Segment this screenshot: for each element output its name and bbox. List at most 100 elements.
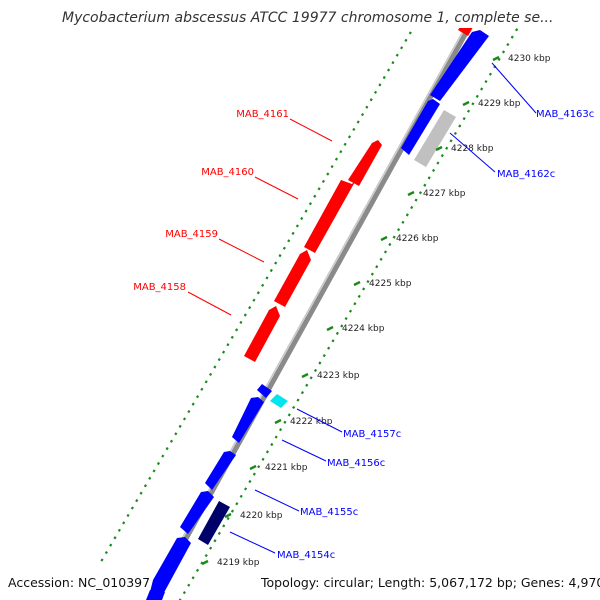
gene-label-mab-4158[interactable]: MAB_4158 [133,282,186,293]
tick-label: 4225 kbp [369,279,412,289]
right-track-dot [222,524,226,528]
gene-label-mab-4161[interactable]: MAB_4161 [236,109,289,120]
gene-mab-4160[interactable] [304,180,356,253]
left-track-dot [304,209,308,213]
tick-mark [326,325,334,332]
right-track-dot [366,279,370,284]
right-track-dot [466,109,471,113]
left-track-dot [391,61,395,65]
tick-label: 4228 kbp [451,144,494,154]
right-track-dot [340,324,344,328]
right-track-dot [213,539,217,543]
map-title: Mycobacterium abscessus ATCC 19977 chrom… [62,10,553,26]
left-track-dot [117,528,121,532]
gene-label-mab-4163c[interactable]: MAB_4163c [536,109,594,120]
left-track-dot [191,402,195,406]
right-track-dot [427,176,431,180]
left-track-dot [308,202,312,206]
left-track-dot [408,31,412,35]
left-track-dot [300,216,304,221]
right-track-dot [261,457,265,461]
tick-mark [201,559,209,566]
right-track-dot [244,487,248,491]
left-track-dot [235,328,239,332]
gene-bottom-blue[interactable] [148,537,191,600]
left-track-dot [130,506,134,510]
tick-label: 4221 kbp [265,463,308,473]
left-track-dot [109,543,113,547]
gene-label-mab-4155c[interactable]: MAB_4155c [300,507,358,518]
gene-mab-4162c[interactable] [414,110,456,167]
right-track-dot [388,242,392,247]
right-track-dot [497,57,501,61]
tick-label: 4222 kbp [290,417,333,427]
right-track-dot [283,420,287,424]
gene-top-red [458,28,473,36]
left-track-dot [291,231,295,235]
right-track-dot [440,154,444,158]
gene-mab-4154c[interactable] [198,501,230,545]
gene-mab-4157c[interactable] [270,394,288,408]
left-track-dot [330,164,334,169]
tick-mark [249,464,257,471]
gene-bottom-blue-2 [146,590,165,600]
left-track-dot [265,276,269,280]
gene-label-mab-4160[interactable]: MAB_4160 [201,167,254,178]
left-track-dot [382,75,386,80]
gene-mab-4154c-a[interactable] [180,491,214,534]
right-track-dot [410,205,414,210]
right-track-dot [300,391,304,395]
label-connectors [187,62,537,554]
right-track-dot [204,553,208,558]
left-track-dot [252,298,256,302]
gene-label-mab-4156c[interactable]: MAB_4156c [327,458,385,469]
right-track-dot [357,294,361,298]
left-track-dot [195,395,200,399]
right-track-dot [239,494,243,498]
left-track-dot [278,254,282,258]
right-track-dot [265,450,269,454]
right-track-dot [375,265,379,269]
left-track-dot [152,469,156,473]
right-track-dot [348,309,353,313]
tick-mark [353,280,361,287]
gene-mab-4162c-upper[interactable] [401,99,440,155]
right-track-dot [313,368,318,373]
gene-mab-4156c[interactable] [232,397,264,443]
right-track-dot [287,413,291,417]
right-track-dot [195,568,200,572]
left-track-dot [204,380,208,384]
gene-labels: MAB_4161 MAB_4160 MAB_4159 MAB_4158 MAB_… [133,109,594,561]
right-track-dot [335,331,339,335]
left-track-dot [208,372,213,377]
gene-mab-4161[interactable] [348,140,382,186]
gene-label-mab-4157c[interactable]: MAB_4157c [343,429,401,440]
gene-mab-4163c[interactable] [430,30,489,101]
tick-mark [224,512,232,519]
gene-label-mab-4154c[interactable]: MAB_4154c [277,550,335,561]
right-track-dot [296,398,300,402]
right-track-dot [484,79,488,84]
right-track-dot [501,50,506,54]
left-track-dot [222,350,226,354]
left-track-dot [148,476,152,480]
right-track-dot [423,183,427,187]
gene-mab-4155c[interactable] [205,451,236,490]
tick-label: 4223 kbp [317,371,360,381]
right-track-dot [318,361,322,365]
right-track-dot [405,213,409,217]
right-track-dot [383,250,388,254]
gene-label-mab-4159[interactable]: MAB_4159 [165,229,218,240]
left-track-dot [395,53,399,57]
left-track-dot [156,461,161,466]
gene-label-mab-4162c[interactable]: MAB_4162c [497,169,555,180]
gene-mab-4159[interactable] [274,250,311,307]
left-track-dot [217,357,221,362]
left-track-dot [334,157,339,161]
gene-mab-4158[interactable] [244,306,280,362]
tick-mark [462,100,470,107]
gene-small-blue[interactable] [257,384,272,398]
dotted-tracks [100,28,519,600]
left-track-dot [378,83,382,87]
